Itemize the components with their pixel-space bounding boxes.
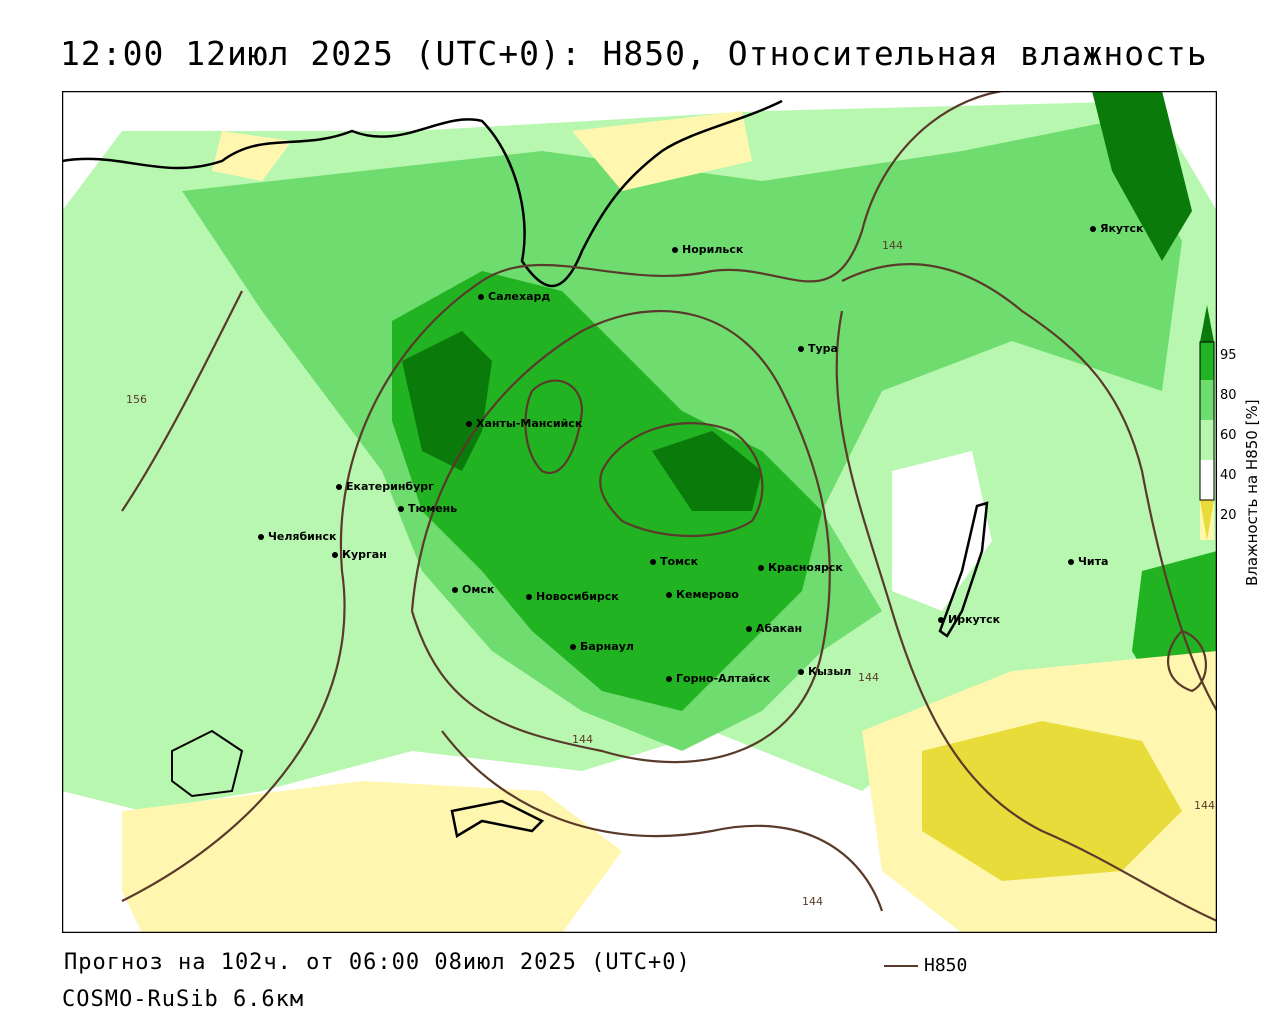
city-label: Абакан [746, 622, 802, 635]
city-label: Барнаул [570, 640, 634, 653]
baikal-lake [938, 501, 989, 638]
city-label: Красноярск [758, 561, 843, 574]
white-gap-east [892, 451, 992, 611]
colorbar-svg [1199, 305, 1215, 540]
colorbar-tick: 95 [1220, 348, 1237, 363]
contour-labels: 144 156 144 144 144 144 [126, 239, 1215, 908]
city-label: Якутск [1090, 222, 1143, 235]
coast-southwest [171, 729, 244, 798]
colorbar-title: Влажность на H850 [%] [1243, 399, 1261, 586]
forecast-info: Прогноз на 102ч. от 06:00 08июл 2025 (UT… [64, 950, 691, 975]
humidity-area-80b [392, 271, 822, 711]
city-dot [336, 484, 342, 490]
colorbar-frame [1199, 341, 1215, 501]
humidity-area-95c [652, 431, 762, 511]
contour-label: 144 [882, 239, 903, 252]
map-canvas: 144 156 144 144 144 144 [62, 91, 1217, 933]
colorbar-band [1200, 342, 1214, 380]
city-dot [526, 594, 532, 600]
lake-balkhash [450, 799, 545, 838]
city-dot [650, 559, 656, 565]
city-dot [758, 565, 764, 571]
colorbar-band [1200, 380, 1214, 420]
colorbar-ticks: 95 80 60 40 20 [1220, 336, 1237, 536]
city-label: Новосибирск [526, 590, 619, 603]
map-title: 12:00 12июл 2025 (UTC+0): H850, Относите… [60, 34, 1208, 73]
contour-line [841, 263, 1217, 712]
city-dot [666, 592, 672, 598]
city-label: Кызыл [798, 665, 851, 678]
map-frame [62, 91, 1217, 933]
colorbar-tick: 60 [1220, 428, 1237, 443]
contour-line [1167, 629, 1207, 693]
contour-label: 144 [572, 733, 593, 746]
contour-line [410, 309, 831, 764]
humidity-colorbar [1198, 300, 1278, 600]
contour-line [599, 422, 764, 538]
city-dot [938, 617, 944, 623]
colorbar-top-arrow [1200, 305, 1214, 342]
city-label: Ханты-Мансийск [466, 417, 582, 430]
h850-contours [121, 91, 1217, 922]
city-label: Екатеринбург [336, 480, 434, 493]
city-label: Салехард [478, 290, 550, 303]
colorbar-tick: 80 [1220, 388, 1237, 403]
city-label: Норильск [672, 243, 743, 256]
city-dot [1068, 559, 1074, 565]
contour-line [441, 730, 884, 912]
dry-area-southeast-core [922, 721, 1182, 881]
colorbar-tick: 20 [1220, 508, 1237, 523]
colorbar-bottom-arrow [1200, 500, 1214, 540]
contour-legend-swatch [884, 965, 918, 967]
city-dot [798, 346, 804, 352]
city-label: Тура [798, 342, 838, 355]
city-label: Тюмень [398, 502, 457, 515]
city-label: Челябинск [258, 530, 336, 543]
city-dot [746, 626, 752, 632]
humidity-area-95 [402, 331, 492, 471]
city-dot [258, 534, 264, 540]
city-label: Томск [650, 555, 698, 568]
city-dot [478, 294, 484, 300]
colorbar-band [1200, 420, 1214, 460]
humidity-area-95b [1092, 91, 1192, 261]
city-label: Горно-Алтайск [666, 672, 770, 685]
city-label: Курган [332, 548, 387, 561]
contour-label: 144 [802, 895, 823, 908]
city-dot [798, 669, 804, 675]
contour-line [835, 310, 1217, 922]
contour-line [121, 91, 1003, 902]
city-label: Кемерово [666, 588, 739, 601]
model-name: COSMO-RuSib 6.6км [62, 987, 305, 1012]
city-dot [466, 421, 472, 427]
colorbar-tick: 40 [1220, 468, 1237, 483]
contour-line [121, 290, 243, 512]
city-dot [452, 587, 458, 593]
city-label: Чита [1068, 555, 1108, 568]
city-dot [672, 247, 678, 253]
contour-label: 156 [126, 393, 147, 406]
city-dot [666, 676, 672, 682]
contour-label: 144 [858, 671, 879, 684]
city-dot [1090, 226, 1096, 232]
city-dot [398, 506, 404, 512]
city-dot [332, 552, 338, 558]
dry-area-southwest [122, 781, 622, 933]
contour-legend: H850 [884, 955, 967, 976]
contour-legend-label: H850 [924, 955, 968, 976]
contour-label: 144 [1194, 799, 1215, 812]
city-label: Иркутск [938, 613, 1000, 626]
colorbar-band [1200, 460, 1214, 500]
city-dot [570, 644, 576, 650]
contour-line [524, 379, 584, 474]
weather-map: 144 156 144 144 144 144 [62, 91, 1217, 933]
coastline [62, 99, 783, 288]
city-label: Омск [452, 583, 494, 596]
